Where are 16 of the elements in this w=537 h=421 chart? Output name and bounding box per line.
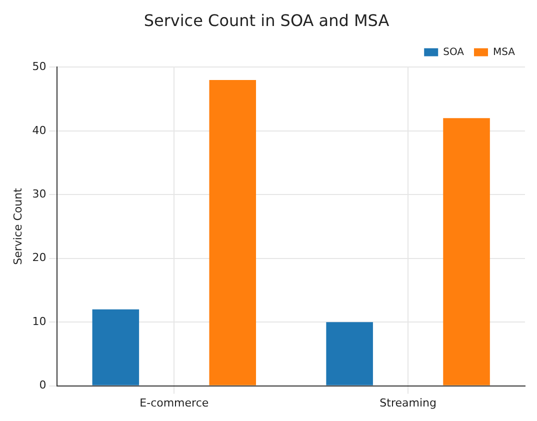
- legend-label: MSA: [493, 46, 516, 58]
- chart-title: Service Count in SOA and MSA: [144, 10, 390, 30]
- y-tick-label: 50: [32, 60, 46, 74]
- bar: [443, 118, 490, 386]
- x-tick-label: Streaming: [380, 396, 436, 410]
- bar: [209, 80, 256, 386]
- legend-label: SOA: [443, 46, 464, 58]
- y-tick-label: 40: [32, 124, 46, 137]
- y-tick-label: 30: [32, 188, 46, 200]
- y-tick-label: 0: [39, 378, 46, 392]
- y-axis-title: Service Count: [11, 187, 24, 265]
- bar: [326, 322, 373, 386]
- x-tick-label: E-commerce: [140, 396, 209, 410]
- y-tick-label: 20: [32, 251, 46, 264]
- y-tick-label: 10: [32, 314, 46, 328]
- bar: [92, 309, 140, 386]
